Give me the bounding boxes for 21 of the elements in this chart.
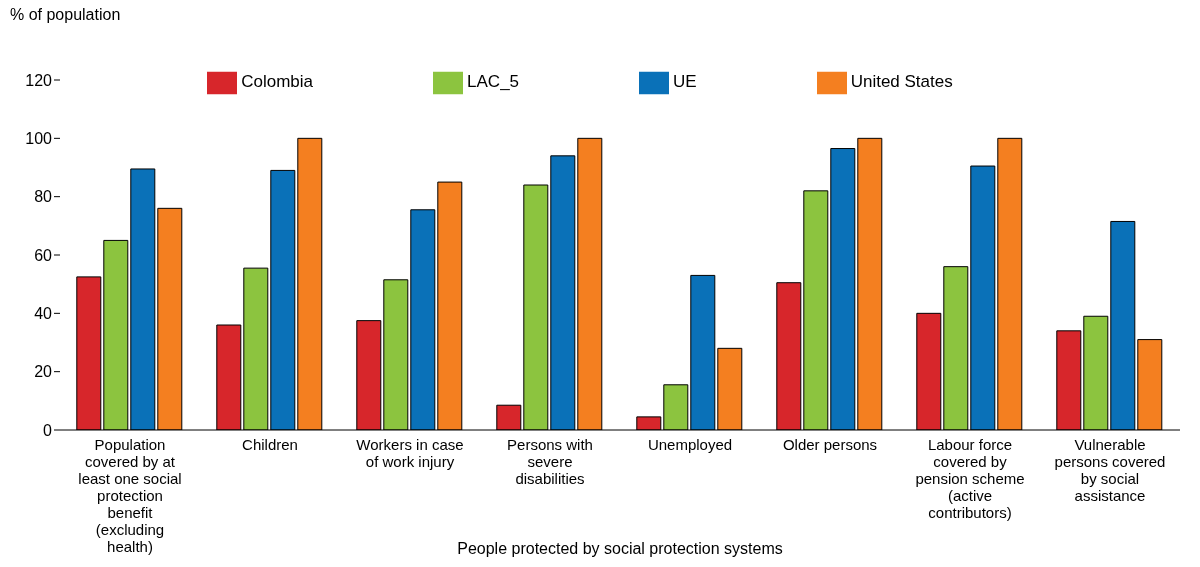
y-axis-title: % of population: [10, 6, 121, 24]
y-tick-label: 60: [34, 246, 53, 264]
legend-label: Colombia: [241, 72, 314, 92]
y-tick-label: 20: [34, 363, 53, 381]
x-tick-label: Population covered by at least one social protection benefit (excluding health): [78, 436, 182, 555]
y-tick-label: 0: [43, 421, 53, 439]
x-axis-title: People protected by social protection systems: [457, 540, 783, 557]
x-tick-label: Labour force covered by pension scheme (active contributors): [915, 436, 1025, 521]
x-tick-label: Unemployed: [647, 436, 733, 453]
y-tick-label: 80: [34, 188, 53, 206]
y-tick-label: 120: [25, 71, 53, 89]
y-tick-label: 40: [34, 305, 53, 323]
legend-label: UE: [673, 72, 697, 92]
y-tick-label: 100: [25, 130, 53, 148]
x-tick-label: Persons with severe disabilities: [507, 436, 593, 487]
x-tick-label: Workers in case of work injury: [356, 436, 464, 470]
x-tick-label: Older persons: [782, 436, 878, 453]
legend-label: United States: [850, 72, 953, 92]
legend-label: LAC_5: [467, 72, 520, 92]
x-tick-label: Vulnerable persons covered by social assistance: [1054, 436, 1166, 504]
x-tick-label: Children: [242, 436, 298, 453]
